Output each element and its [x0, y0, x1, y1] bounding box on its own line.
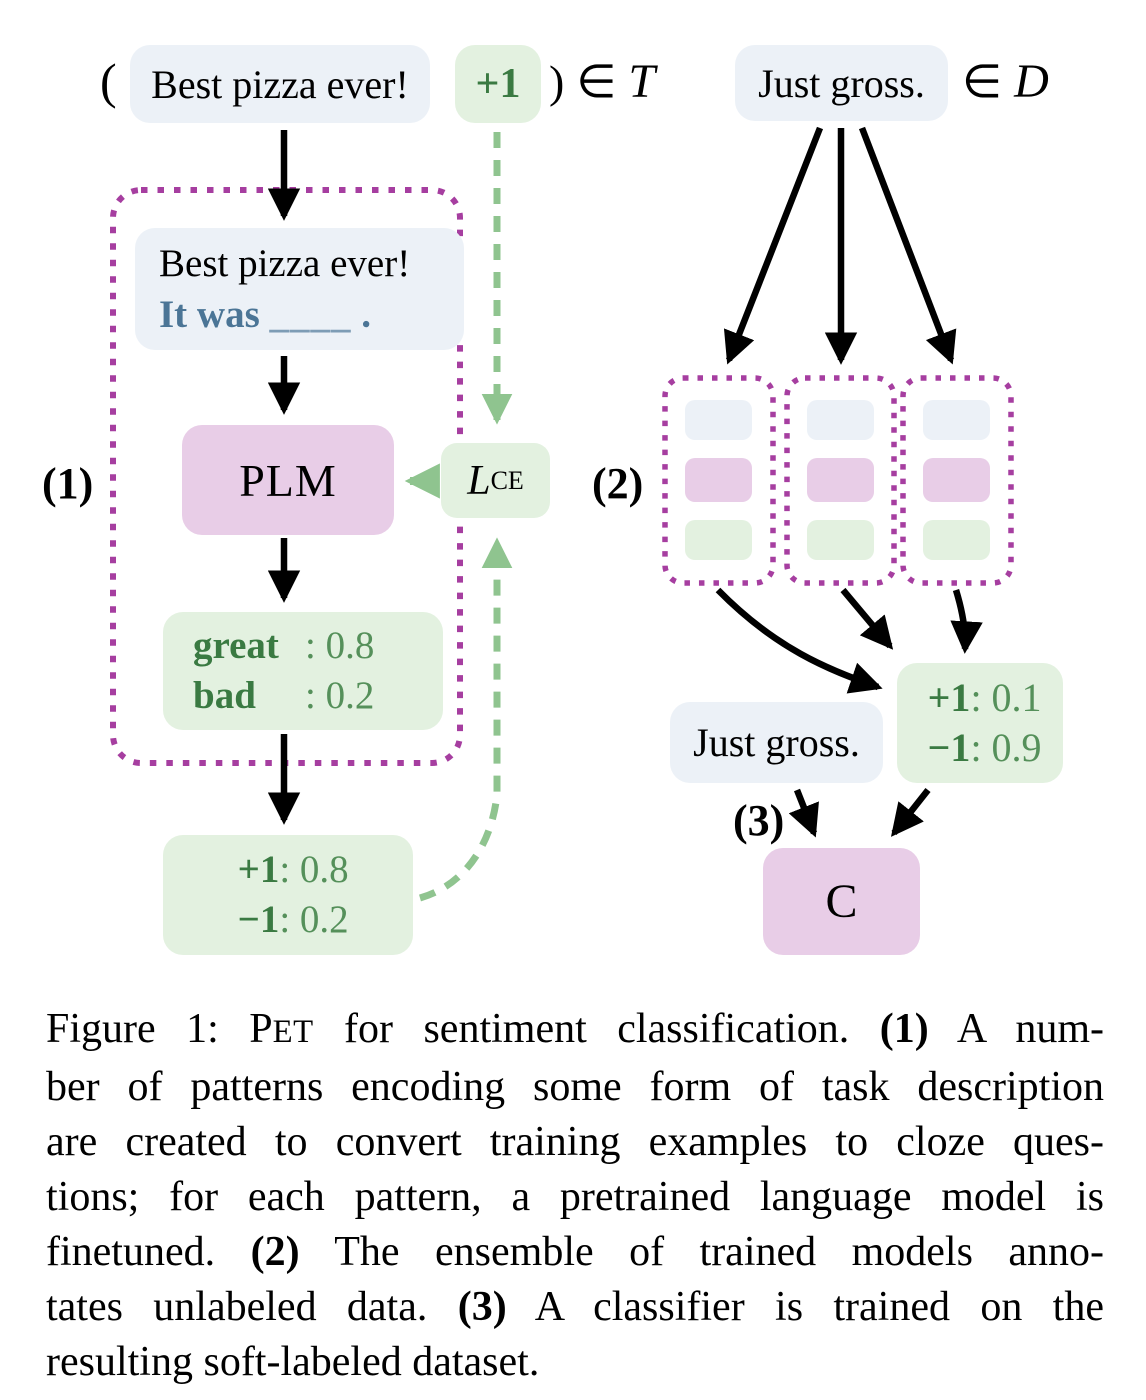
- training-example-text: Best pizza ever!: [151, 61, 409, 107]
- train-set-membership: ) ∈ T: [549, 54, 655, 109]
- caption-line: tions; for each pattern, a pretrained la…: [46, 1174, 1104, 1220]
- train-set-symbol: T: [628, 55, 656, 108]
- prob-value: : 0.1: [970, 675, 1042, 720]
- close-paren: ): [549, 56, 565, 107]
- unlabeled-copy-text: Just gross.: [693, 720, 860, 765]
- caption-line: tates unlabeled data. (3) A classifier i…: [46, 1284, 1104, 1330]
- prob-value: : 0.8: [305, 624, 375, 667]
- verbalizer-output-box: great : 0.8 bad : 0.2: [163, 612, 443, 730]
- unlabeled-set-membership: ∈ D: [962, 54, 1049, 109]
- prob-row: −1 : 0.2: [227, 895, 349, 945]
- cloze-blank: ____: [269, 293, 352, 336]
- training-example-box: Best pizza ever!: [130, 45, 430, 123]
- element-of-symbol: ∈: [576, 56, 617, 107]
- prob-row: great : 0.8: [193, 621, 374, 671]
- mini-output-box: [807, 520, 874, 560]
- arrow-pattern-2-to-ensemble: [840, 587, 894, 650]
- mini-plm-box: [685, 458, 752, 502]
- step-1-label: (1): [42, 459, 94, 508]
- cross-entropy-loss-box: L CE: [441, 443, 550, 518]
- arrows-layer: [110, 126, 1014, 902]
- figure-caption: Figure 1: PET for sentiment classificati…: [46, 1002, 1104, 1390]
- training-label-text: +1: [475, 61, 521, 107]
- ensemble-soft-label-box: +1 : 0.1 −1 : 0.9: [897, 663, 1063, 783]
- prob-label: −1: [927, 725, 971, 770]
- loss-symbol: L: [467, 457, 491, 504]
- caption-line: are created to convert training examples…: [46, 1119, 1104, 1165]
- prob-row: bad : 0.2: [193, 671, 374, 721]
- arrow-pattern-3-to-ensemble: [950, 589, 983, 654]
- cloze-question-box: Best pizza ever! It was ____ .: [135, 228, 464, 350]
- prob-row: +1 : 0.8: [227, 845, 349, 895]
- arrow-unlabeled-to-pattern-1: [723, 126, 824, 365]
- prob-label: +1: [237, 848, 280, 891]
- plm-label: PLM: [239, 454, 337, 506]
- cloze-line1: Best pizza ever!: [159, 242, 411, 285]
- mini-input-box: [923, 400, 990, 440]
- caption-line: ber of patterns encoding some form of ta…: [46, 1064, 1104, 1110]
- mini-input-box: [685, 400, 752, 440]
- classifier-label: C: [825, 875, 858, 928]
- arrow-softlabel-to-classifier: [890, 787, 931, 837]
- pattern-dotted-border-2: [784, 375, 897, 586]
- arrow-pattern-1-to-ensemble: [715, 587, 883, 694]
- prob-label: great: [193, 624, 279, 667]
- caption-line: resulting soft-labeled dataset.: [46, 1339, 540, 1385]
- unlabeled-copy-box: Just gross.: [670, 702, 883, 783]
- unlabeled-example-text: Just gross.: [758, 60, 925, 106]
- mini-input-box: [807, 400, 874, 440]
- prob-label: −1: [237, 898, 280, 941]
- training-label-chip: +1: [455, 45, 541, 123]
- caption-line: Figure 1: PET for sentiment classificati…: [46, 1006, 1104, 1052]
- unlabeled-example-box: Just gross.: [735, 45, 948, 121]
- classifier-box: C: [763, 848, 920, 955]
- cloze-prompt: It was: [159, 293, 270, 336]
- mini-plm-box: [923, 458, 990, 502]
- mini-plm-box: [807, 458, 874, 502]
- train-soft-label-box: +1 : 0.8 −1 : 0.2: [163, 835, 413, 955]
- prob-label: bad: [193, 674, 256, 717]
- prob-row: −1 : 0.9: [918, 723, 1042, 773]
- mini-output-box: [685, 520, 752, 560]
- prob-value: : 0.2: [279, 898, 349, 941]
- plm-box: PLM: [182, 425, 394, 535]
- prob-label: +1: [927, 675, 971, 720]
- cloze-period: .: [351, 293, 372, 336]
- prob-value: : 0.9: [970, 725, 1042, 770]
- caption-line: finetuned. (2) The ensemble of trained m…: [46, 1229, 1104, 1275]
- prob-value: : 0.2: [305, 674, 375, 717]
- step-2-label: (2): [592, 459, 644, 508]
- arrow-unlabeled-to-classifier: [788, 788, 819, 838]
- pattern-dotted-border-3: [900, 375, 1014, 586]
- unlabeled-set-symbol: D: [1014, 55, 1049, 108]
- step-3-label: (3): [733, 796, 785, 845]
- cloze-line2: It was ____ .: [159, 289, 371, 340]
- dashed-arrow-softlabel-to-loss: [418, 537, 513, 902]
- prob-row: +1 : 0.1: [918, 673, 1042, 723]
- prob-value: : 0.8: [279, 848, 349, 891]
- open-paren: (: [100, 53, 117, 109]
- pattern-dotted-border-1: [662, 375, 776, 586]
- element-of-symbol: ∈: [962, 56, 1003, 107]
- mini-output-box: [923, 520, 990, 560]
- arrow-unlabeled-to-pattern-3: [858, 126, 957, 365]
